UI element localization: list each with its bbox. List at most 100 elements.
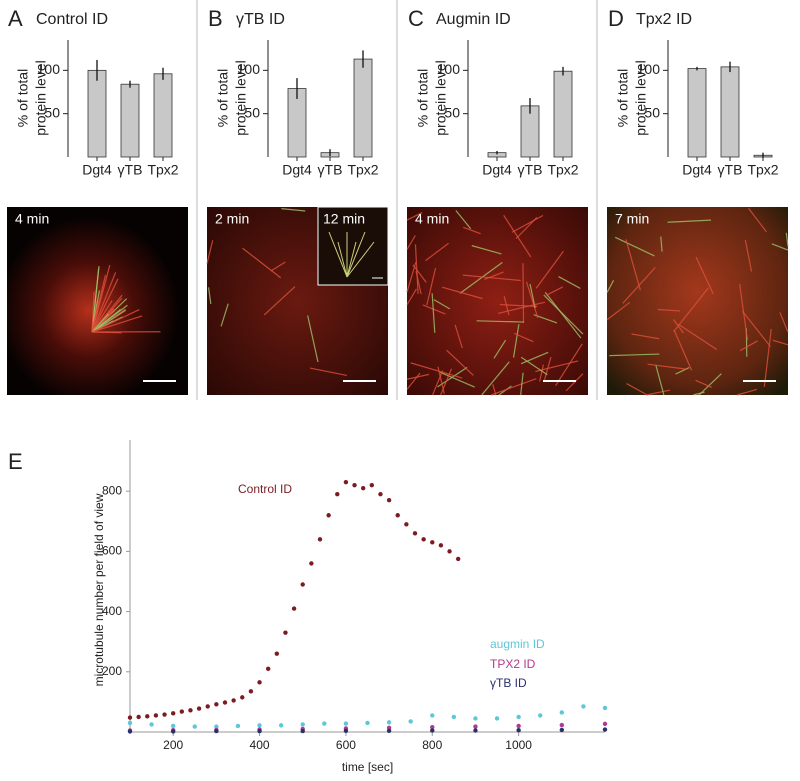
filament: [412, 264, 427, 283]
y-axis-label: % of total: [615, 69, 631, 127]
data-point: [188, 708, 193, 713]
filament: [512, 324, 520, 358]
filament: [673, 287, 709, 333]
data-point: [369, 482, 375, 488]
data-point: [127, 715, 133, 720]
image-label: 7 min: [615, 211, 649, 227]
series-label: TPX2 ID: [490, 657, 536, 671]
filament: [660, 236, 663, 252]
filament: [772, 339, 789, 346]
filament: [476, 320, 524, 323]
filament: [667, 219, 711, 223]
filament: [565, 373, 584, 392]
filament: [545, 286, 564, 296]
data-point: [360, 485, 366, 491]
filament: [406, 212, 423, 221]
filament: [747, 207, 767, 233]
x-tick-label: Tpx2: [347, 162, 378, 178]
x-tick-label: Dgt4: [482, 162, 512, 178]
filament: [422, 304, 446, 315]
panel-letter: E: [8, 449, 23, 474]
filament: [433, 299, 451, 310]
filament: [441, 286, 483, 300]
data-point: [192, 724, 197, 729]
filament: [91, 309, 140, 333]
filament: [455, 210, 472, 230]
filament: [535, 250, 564, 289]
filament: [538, 364, 545, 382]
filament: [736, 388, 758, 396]
filament: [544, 292, 582, 339]
filament: [406, 235, 416, 250]
x-tick-label: Tpx2: [547, 162, 578, 178]
filament: [207, 287, 212, 305]
y-axis-label: protein level: [233, 60, 249, 136]
filament: [91, 300, 113, 333]
data-point: [386, 725, 392, 730]
filament: [520, 351, 549, 365]
filament: [678, 323, 718, 350]
data-point: [235, 723, 241, 729]
y-tick-label: 100: [637, 61, 661, 77]
filament: [673, 329, 693, 371]
panel-title: Control ID: [36, 11, 108, 28]
filament: [609, 353, 660, 357]
inset: [317, 206, 389, 286]
series-label: augmin ID: [490, 637, 545, 651]
x-tick-label: γTB: [518, 162, 543, 178]
filament: [631, 333, 660, 340]
data-point: [300, 722, 305, 727]
filament: [497, 301, 546, 315]
bar: [353, 58, 373, 158]
filament: [785, 232, 789, 247]
filament: [606, 301, 631, 321]
filament: [693, 391, 705, 396]
filament: [657, 308, 681, 312]
data-point: [205, 704, 210, 709]
filament: [484, 271, 504, 280]
data-point: [309, 561, 314, 566]
data-point: [291, 606, 297, 611]
filament: [309, 367, 347, 377]
y-tick-label: 50: [644, 104, 660, 120]
x-tick-label: γTB: [718, 162, 743, 178]
data-point: [559, 710, 565, 715]
x-tick-label: γTB: [318, 162, 343, 178]
filament: [91, 315, 143, 333]
filament: [646, 389, 670, 396]
filament: [91, 331, 122, 334]
data-point: [179, 709, 185, 714]
y-axis-label: microtubule number per field of view: [92, 493, 106, 686]
filament: [763, 328, 772, 387]
filament: [439, 371, 475, 388]
image-label: 2 min: [215, 211, 249, 227]
panel-letter: B: [208, 6, 223, 31]
y-tick-label: 50: [444, 104, 460, 120]
data-point: [317, 537, 323, 542]
data-point: [516, 727, 521, 733]
filament: [491, 378, 537, 396]
filament: [520, 372, 524, 396]
y-tick-label: 400: [102, 604, 122, 618]
filament: [440, 368, 453, 396]
filament: [695, 379, 713, 389]
filament: [493, 339, 507, 359]
series-label: γTB ID: [490, 676, 527, 690]
x-tick-label: Tpx2: [747, 162, 778, 178]
x-tick-label: 400: [250, 738, 270, 752]
data-point: [343, 728, 349, 733]
data-point: [343, 479, 349, 485]
filament: [346, 231, 366, 278]
x-tick-label: Dgt4: [682, 162, 712, 178]
filament: [698, 373, 722, 396]
data-point: [231, 698, 236, 703]
data-point: [430, 724, 435, 730]
y-tick-label: 200: [102, 664, 122, 678]
filament: [739, 340, 758, 352]
filament: [220, 303, 229, 327]
y-tick-label: 800: [102, 483, 122, 497]
filament: [647, 363, 688, 370]
filament: [771, 243, 789, 251]
filament: [471, 245, 502, 255]
filament: [614, 236, 655, 257]
